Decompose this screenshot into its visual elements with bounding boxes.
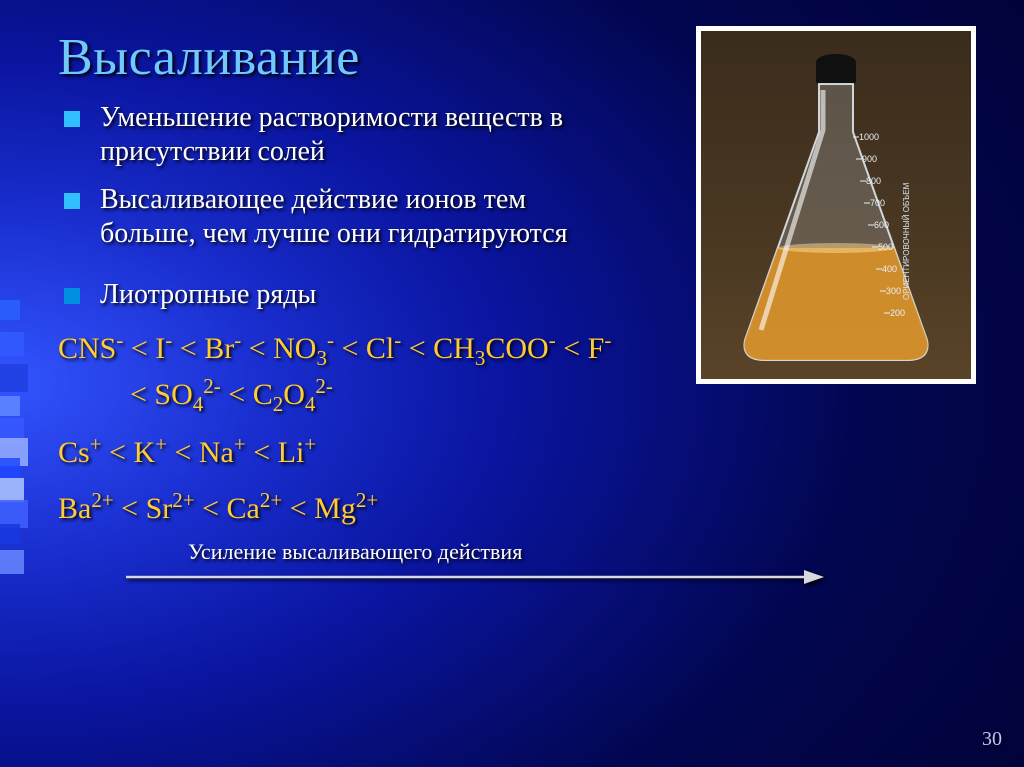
svg-text:400: 400: [882, 264, 897, 274]
decor-squares: [0, 0, 38, 767]
flask-icon: 1000 900 800 700 600 500 400 300 200: [731, 40, 941, 370]
arrow-icon: [124, 567, 824, 587]
decor-square: [0, 364, 28, 392]
lyotropic-alkaline-earth: Ba2+ < Sr2+ < Ca2+ < Mg2+: [58, 486, 966, 530]
svg-text:ОРИЕНТИРОВОЧНЫЙ ОБЪЕМ: ОРИЕНТИРОВОЧНЫЙ ОБЪЕМ: [902, 182, 911, 300]
decor-square: [0, 300, 20, 320]
svg-text:600: 600: [874, 220, 889, 230]
svg-text:500: 500: [878, 242, 893, 252]
bullet-text: Уменьшение растворимости веществ в прису…: [100, 102, 563, 167]
lyotropic-alkali: Cs+ < K+ < Na+ < Li+: [58, 430, 966, 474]
page-number: 30: [982, 728, 1002, 751]
bullet-text: Высаливающее действие ионов тем больше, …: [100, 184, 568, 249]
decor-square: [0, 332, 24, 356]
decor-square: [0, 550, 24, 574]
bullet-item: Уменьшение растворимости веществ в прису…: [58, 101, 618, 169]
arrow-caption: Усиление высаливающего действия: [58, 539, 966, 565]
bullet-item: Лиотропные ряды: [58, 278, 618, 312]
flask-photo: 1000 900 800 700 600 500 400 300 200: [696, 26, 976, 384]
svg-text:900: 900: [862, 154, 877, 164]
decor-square: [0, 396, 20, 416]
bullet-text: Лиотропные ряды: [100, 279, 316, 310]
svg-text:300: 300: [886, 286, 901, 296]
svg-text:700: 700: [870, 198, 885, 208]
decor-square: [0, 524, 20, 544]
formula-text: CNS- < I- < Br- < NO3- < Cl- < CH3COO- <…: [58, 332, 611, 365]
svg-text:200: 200: [890, 308, 905, 318]
formula-text: Ba2+ < Sr2+ < Ca2+ < Mg2+: [58, 492, 378, 525]
svg-text:1000: 1000: [859, 132, 879, 142]
svg-text:800: 800: [866, 176, 881, 186]
decor-square: [0, 478, 24, 502]
bullet-item: Высаливающее действие ионов тем больше, …: [58, 183, 618, 251]
formula-text: Cs+ < K+ < Na+ < Li+: [58, 436, 316, 469]
bullet-list: Уменьшение растворимости веществ в прису…: [58, 101, 618, 312]
decor-square: [0, 458, 20, 478]
